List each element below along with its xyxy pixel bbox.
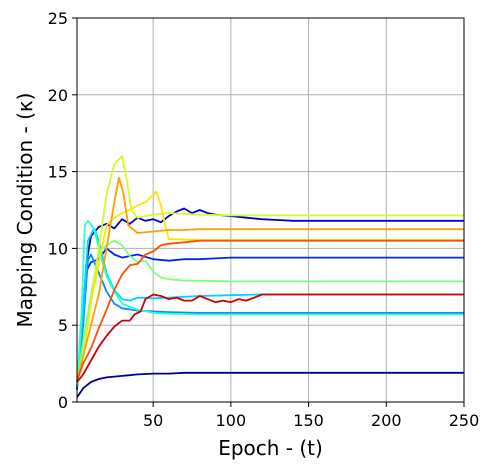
series-line-1 (76, 371, 464, 398)
y-tick-label: 5 (58, 316, 68, 335)
x-tick-label: 200 (371, 411, 402, 430)
y-tick-label: 25 (48, 9, 68, 28)
series-line-10 (76, 176, 464, 383)
series-line-9 (76, 190, 464, 384)
series-line-5 (76, 227, 464, 387)
plot-area (76, 155, 464, 398)
x-axis-ticks: 50 100 150 200 250 (143, 402, 479, 430)
series-line-4 (76, 253, 464, 389)
x-tick-label: 250 (449, 411, 480, 430)
series-line-12 (76, 293, 464, 383)
x-axis-label: Epoch - (t) (218, 436, 323, 460)
y-tick-label: 0 (58, 393, 68, 412)
y-axis-label: Mapping Condition - (κ) (13, 93, 37, 328)
y-tick-label: 10 (48, 239, 68, 258)
plot-background (77, 18, 464, 402)
y-axis-ticks: 0 5 10 15 20 25 (48, 9, 77, 412)
plot-frame (76, 17, 465, 403)
y-tick-label: 20 (48, 86, 68, 105)
series-line-3 (76, 247, 464, 389)
series-line-11 (76, 239, 464, 381)
x-tick-label: 150 (293, 411, 324, 430)
x-tick-label: 50 (143, 411, 163, 430)
y-tick-label: 15 (48, 163, 68, 182)
x-tick-label: 100 (216, 411, 247, 430)
